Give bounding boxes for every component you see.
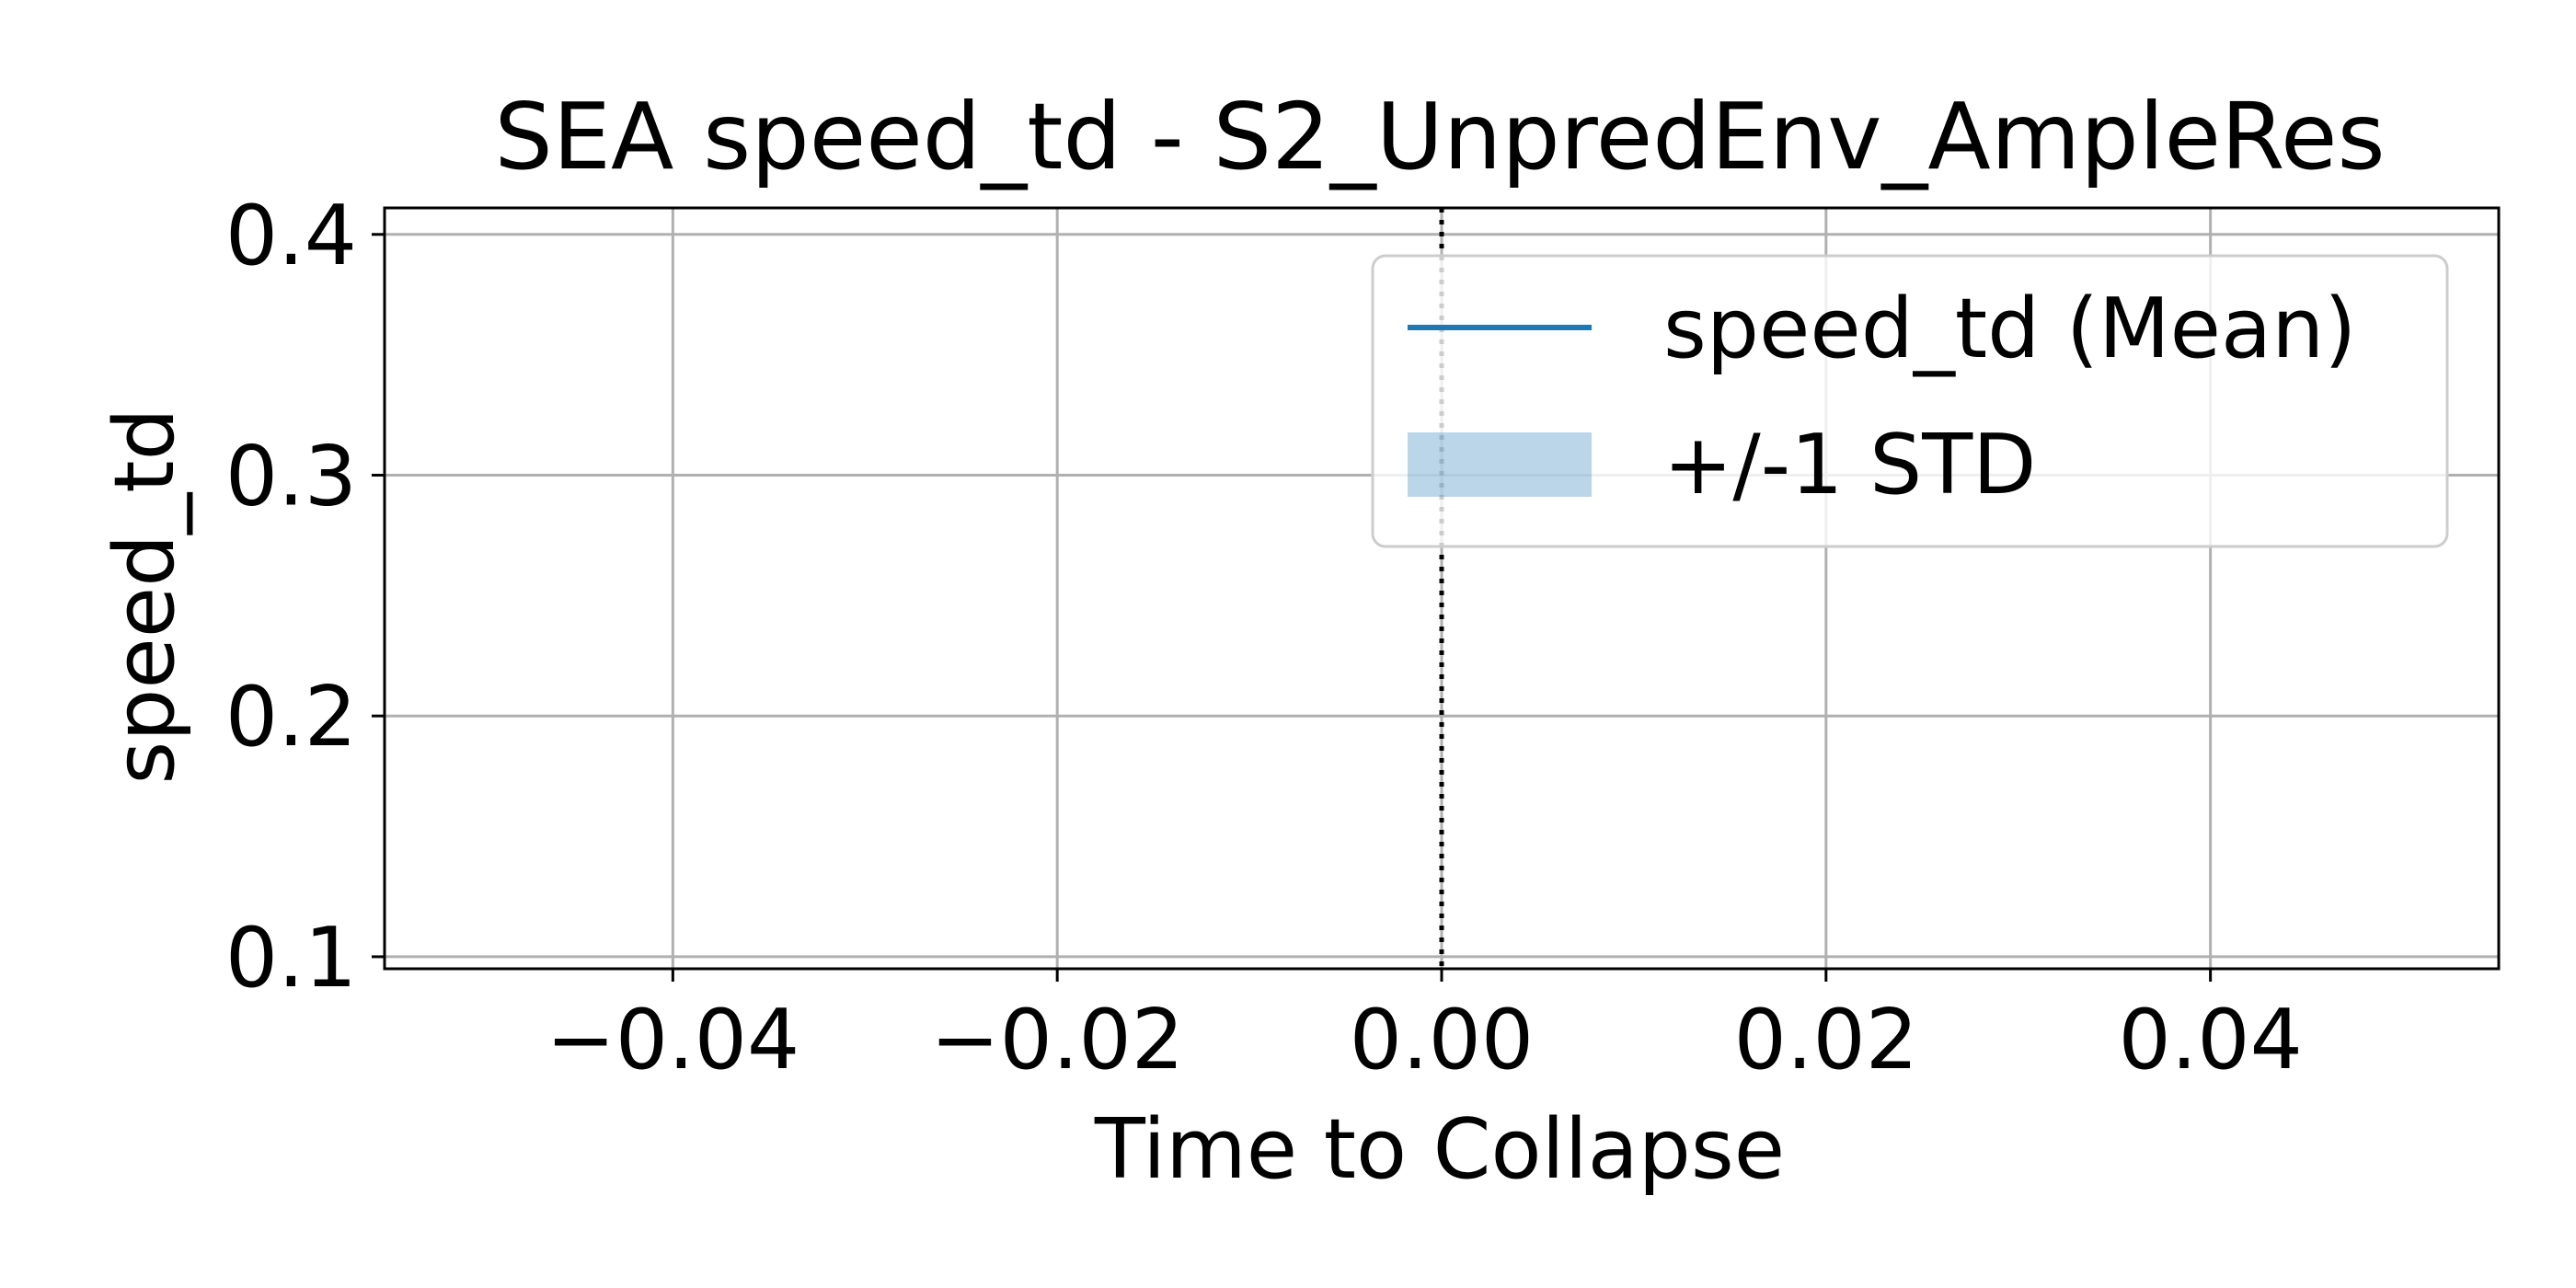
legend-box (1371, 254, 2449, 548)
x-tick-label: 0.00 (1350, 992, 1534, 1088)
x-tick-label: 0.04 (2118, 992, 2302, 1088)
legend-mean-label: speed_td (Mean) (1663, 281, 2356, 377)
y-tick-label: 0.4 (225, 188, 357, 284)
y-tick-label: 0.1 (225, 910, 357, 1006)
y-tick-label: 0.2 (225, 669, 357, 765)
x-tick-label: 0.02 (1734, 992, 1918, 1088)
y-tick-label: 0.3 (225, 428, 357, 524)
y-axis-label: speed_td (97, 408, 193, 784)
legend-std-band-swatch (1408, 432, 1592, 497)
legend: speed_td (Mean) +/-1 STD (1371, 254, 2449, 548)
x-tick-label: −0.04 (546, 992, 799, 1088)
axis-ticks: −0.04 −0.02 0.00 0.02 0.04 0.1 0.2 0.3 0.4 (225, 188, 2303, 1088)
chart-title: SEA speed_td - S2_UnpredEnv_AmpleRes (494, 83, 2385, 190)
legend-std-label: +/-1 STD (1663, 417, 2036, 513)
x-axis-label: Time to Collapse (1094, 1101, 1785, 1198)
x-tick-label: −0.02 (930, 992, 1184, 1088)
